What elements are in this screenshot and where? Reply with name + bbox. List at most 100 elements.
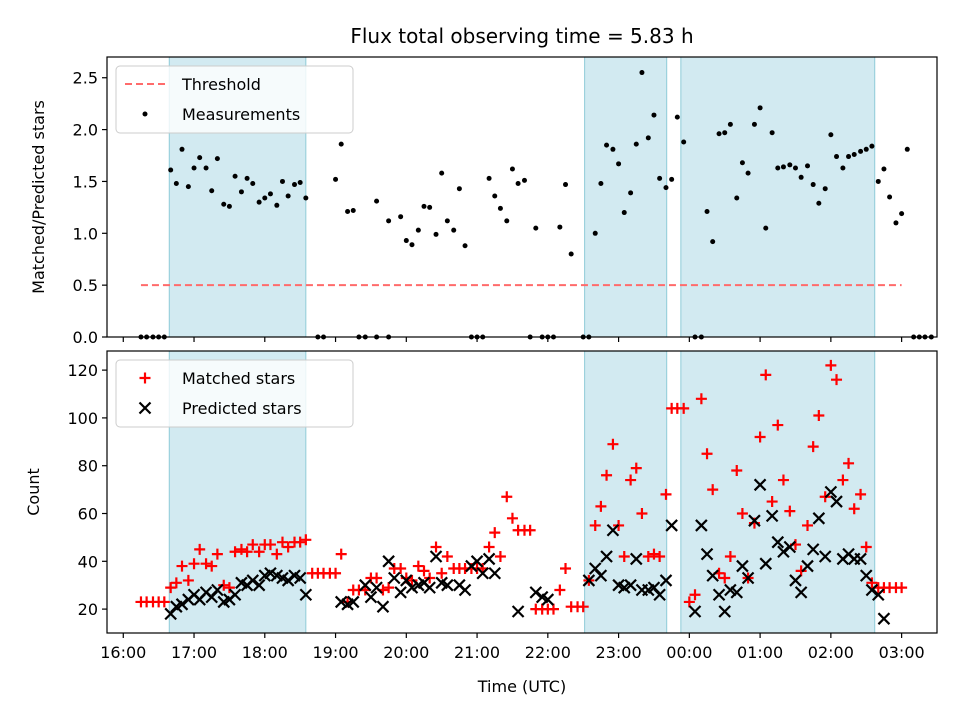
matched-point — [501, 491, 513, 503]
measurement-point — [333, 176, 339, 182]
matched-point — [560, 562, 572, 574]
measurement-point — [398, 214, 404, 220]
predicted-point — [299, 588, 313, 602]
measurement-point — [734, 195, 740, 201]
matched-point — [707, 484, 719, 496]
predicted-point — [388, 571, 401, 585]
matched-point — [795, 565, 807, 577]
measurement-point — [185, 184, 191, 190]
measurement-point — [409, 242, 415, 248]
measurement-point — [427, 204, 433, 210]
measurement-point — [669, 176, 675, 182]
predicted-point — [688, 605, 702, 618]
measurement-point — [657, 175, 663, 181]
legend-label: Threshold — [181, 75, 261, 94]
predicted-point — [600, 550, 613, 563]
matched-point — [241, 546, 253, 558]
measurement-point — [751, 121, 757, 127]
matched-point — [294, 536, 306, 548]
measurement-point — [492, 193, 498, 199]
measurement-point — [863, 146, 869, 152]
matched-point — [618, 551, 630, 563]
x-tick-label: 22:00 — [525, 643, 571, 662]
measurement-point — [191, 165, 197, 171]
matched-point — [395, 562, 407, 574]
measurement-point — [221, 201, 227, 207]
x-axis-label: Time (UTC) — [477, 677, 566, 696]
measurement-point — [262, 195, 268, 201]
measurement-point — [887, 194, 893, 200]
matched-point — [807, 441, 819, 453]
matched-point — [689, 589, 701, 601]
matched-point — [211, 548, 223, 560]
predicted-point — [801, 559, 814, 573]
predicted-point — [854, 552, 867, 566]
predicted-point — [741, 571, 755, 585]
measurement-point — [810, 182, 816, 188]
measurement-point — [840, 165, 846, 171]
matched-point — [589, 519, 601, 531]
measurement-point — [168, 167, 174, 173]
legend-matched-swatch — [139, 372, 151, 384]
y-axis-label: Matched/Predicted stars — [29, 100, 48, 294]
x-tick-label: 21:00 — [454, 643, 500, 662]
matched-point — [731, 464, 743, 476]
y-tick-label: 80 — [78, 457, 98, 476]
x-tick-label: 03:00 — [879, 643, 925, 662]
predicted-point — [394, 586, 407, 599]
y-tick-label: 0.0 — [73, 328, 98, 347]
matched-point — [330, 567, 342, 579]
predicted-point — [777, 545, 790, 559]
measurement-point — [256, 199, 262, 205]
measurement-point — [250, 181, 256, 187]
measurement-point — [232, 173, 238, 179]
matched-point — [188, 558, 200, 570]
matched-point — [406, 574, 418, 586]
measurement-point — [267, 191, 273, 197]
predicted-point — [789, 574, 802, 587]
measurement-point — [173, 181, 179, 187]
legend: Matched stars Predicted stars — [115, 359, 354, 428]
measurement-point — [787, 162, 793, 168]
matched-point — [843, 457, 855, 469]
predicted-point — [771, 535, 785, 549]
matched-point — [247, 539, 259, 551]
predicted-point — [812, 512, 826, 525]
predicted-point — [529, 586, 543, 599]
measurement-point — [433, 231, 439, 237]
matched-point — [825, 359, 837, 371]
matched-point — [719, 572, 731, 584]
x-tick-label: 23:00 — [596, 643, 642, 662]
measurement-point — [739, 160, 745, 166]
predicted-point — [252, 578, 266, 592]
predicted-point — [818, 550, 832, 563]
measurement-point — [521, 177, 527, 183]
predicted-point — [293, 571, 307, 585]
predicted-point — [830, 495, 843, 508]
predicted-point — [281, 574, 295, 587]
matched-point — [601, 469, 613, 481]
measurement-point — [226, 203, 232, 209]
measurement-point — [899, 211, 905, 217]
legend-box — [115, 65, 354, 134]
measurement-point — [716, 131, 722, 137]
y-tick-label: 20 — [78, 600, 98, 619]
matched-point — [441, 551, 453, 563]
measurement-point — [616, 161, 622, 167]
legend-label: Matched stars — [182, 369, 295, 388]
measurement-point — [828, 132, 834, 138]
measurement-point — [651, 112, 657, 118]
matched-point — [577, 601, 589, 613]
y-tick-label: 1.0 — [73, 224, 98, 243]
measurement-point — [604, 142, 610, 148]
predicted-point — [382, 555, 395, 568]
y-tick-label: 2.0 — [73, 121, 98, 140]
measurement-point — [179, 146, 185, 152]
measurement-point — [822, 186, 828, 192]
predicted-point — [700, 547, 714, 561]
predicted-point — [730, 586, 744, 599]
predicted-point — [865, 583, 879, 597]
matched-point — [235, 543, 247, 555]
matched-point — [772, 419, 784, 431]
measurement-point — [851, 151, 857, 157]
